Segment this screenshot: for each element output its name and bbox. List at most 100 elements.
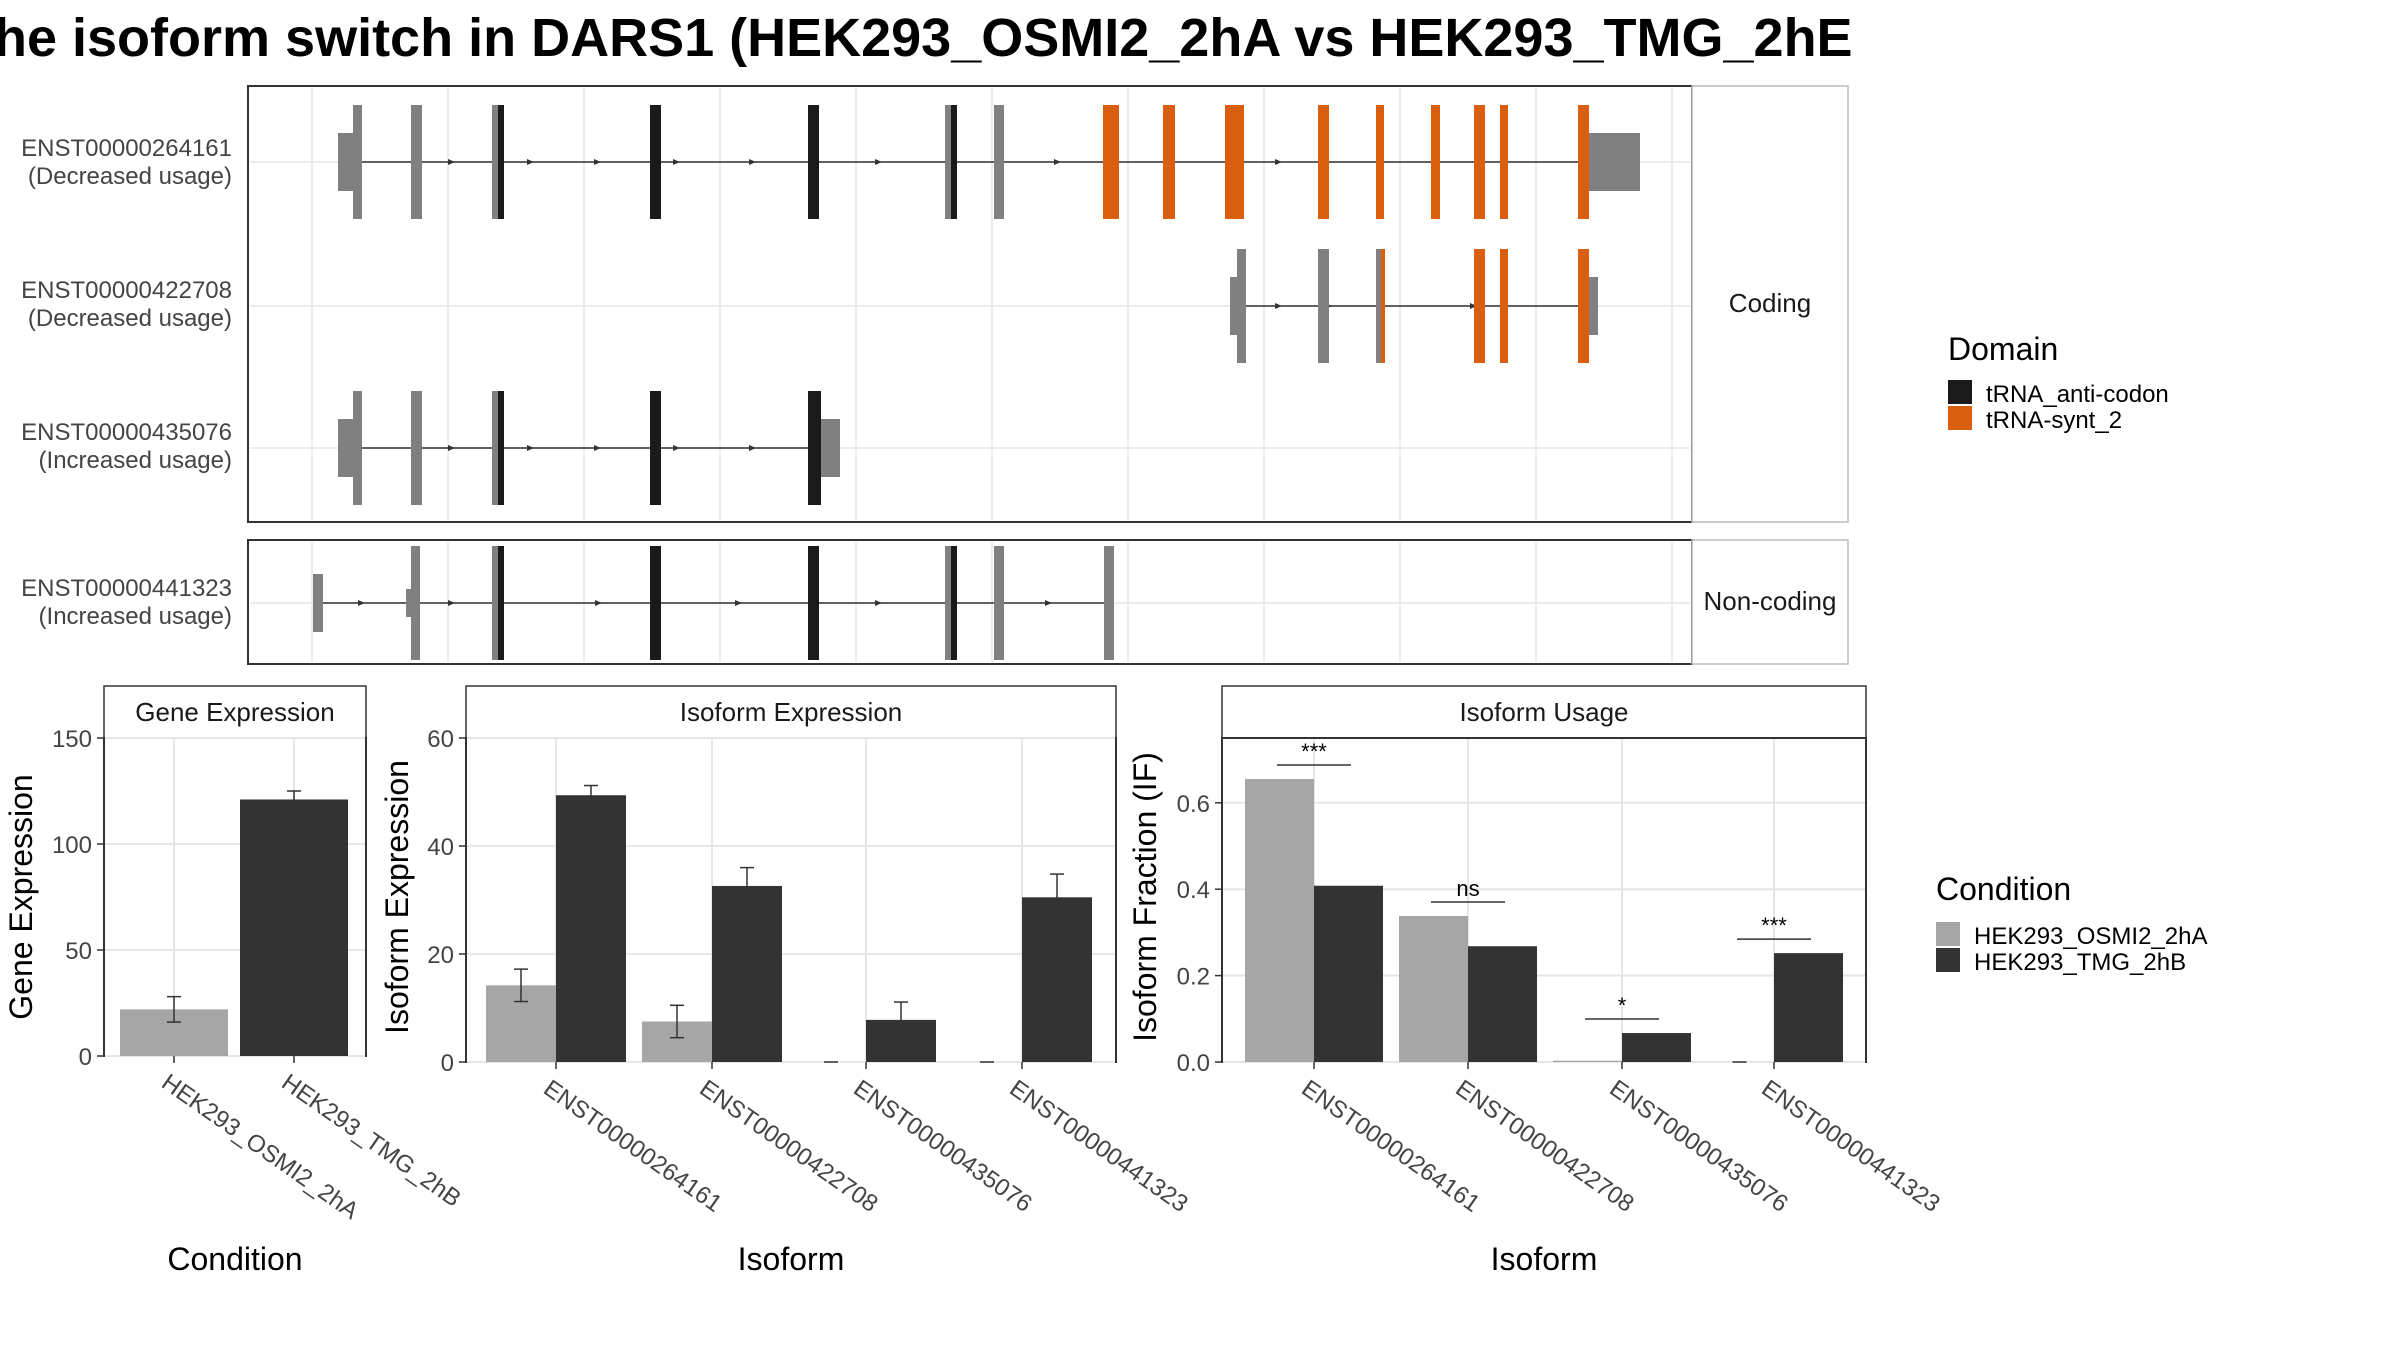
significance-label: *** — [1761, 913, 1787, 938]
noncoding-strip — [1691, 539, 1849, 665]
intron-arrow — [448, 600, 455, 606]
track-ENST00000435076 — [338, 391, 840, 505]
y-tick-label: 0.2 — [1177, 964, 1210, 991]
utr-block — [1588, 133, 1640, 191]
bar-1-0 — [1314, 885, 1383, 1062]
significance-label: ns — [1456, 876, 1479, 901]
utr-block — [313, 574, 323, 632]
coding-strip-label: Coding — [1729, 288, 1811, 318]
utr-block — [406, 589, 412, 617]
intron-arrow — [527, 445, 534, 451]
isoform-usage-ylabel: Isoform Fraction (IF) — [1127, 752, 1163, 1042]
exon-block — [411, 546, 420, 660]
transcript-usage-435076: (Increased usage) — [39, 447, 232, 474]
y-tick-label: 0.4 — [1177, 877, 1210, 904]
exon-block — [1381, 249, 1385, 363]
intron-arrow — [594, 445, 601, 451]
figure-title: he isoform switch in DARS1 (HEK293_OSMI2… — [0, 8, 1853, 68]
condition-legend-title: Condition — [1936, 871, 2071, 907]
y-tick-label: 100 — [52, 832, 92, 859]
track-ENST00000422708 — [1230, 249, 1598, 363]
transcript-structure-panel: Coding Non-coding ENST00000264161 (Decre… — [21, 85, 1849, 665]
bar-1-1 — [1468, 946, 1537, 1062]
exon-block — [945, 546, 951, 660]
exon-block — [492, 105, 498, 219]
significance-label: * — [1618, 993, 1627, 1018]
intron-arrow — [1470, 303, 1477, 309]
transcript-label-441323: ENST00000441323 — [21, 575, 232, 602]
y-tick-label: 60 — [427, 726, 454, 753]
intron-arrow — [735, 600, 742, 606]
intron-arrow — [595, 600, 602, 606]
transcript-label-435076: ENST00000435076 — [21, 419, 232, 446]
y-tick-label: 150 — [52, 726, 92, 753]
condition-legend-swatch-a — [1936, 922, 1960, 946]
transcript-tracks — [313, 105, 1640, 660]
y-tick-label: 20 — [427, 942, 454, 969]
exon-block — [353, 105, 362, 219]
intron-arrow — [875, 600, 882, 606]
exon-block — [498, 546, 504, 660]
intron-arrow — [749, 445, 756, 451]
transcript-label-422708: ENST00000422708 — [21, 277, 232, 304]
track-ENST00000264161 — [338, 105, 1640, 219]
exon-block — [945, 105, 951, 219]
condition-legend-label-b: HEK293_TMG_2hB — [1974, 949, 2186, 976]
intron-arrow — [875, 159, 882, 165]
y-tick-label: 50 — [65, 938, 92, 965]
y-tick-label: 0 — [79, 1044, 92, 1071]
gene-expression-ylabel: Gene Expression — [3, 774, 39, 1019]
exon-block — [498, 391, 504, 505]
isoform-expression-title: Isoform Expression — [680, 697, 903, 727]
exon-block — [1103, 105, 1119, 219]
transcript-label-264161: ENST00000264161 — [21, 135, 232, 162]
isoform-expression-ylabel: Isoform Expression — [379, 760, 415, 1034]
bar-1-3 — [1774, 953, 1843, 1062]
isoform-expression-strip — [465, 685, 1117, 739]
utr-block — [821, 419, 840, 477]
gene-expression-title: Gene Expression — [135, 697, 334, 727]
exon-block — [1104, 546, 1114, 660]
exon-block — [1318, 105, 1329, 219]
y-tick-label: 0 — [441, 1050, 454, 1077]
bar-0-2 — [1553, 1060, 1622, 1062]
domain-legend-label-synt2: tRNA-synt_2 — [1986, 407, 2122, 434]
exon-block — [492, 391, 498, 505]
y-tick-label: 0.6 — [1177, 791, 1210, 818]
intron-arrow — [358, 600, 365, 606]
bar-1-0 — [556, 795, 626, 1062]
intron-arrow — [527, 159, 534, 165]
domain-legend-title: Domain — [1948, 331, 2058, 367]
exon-block — [411, 391, 422, 505]
gene-expression-xlabel: Condition — [167, 1241, 302, 1277]
utr-block — [1588, 277, 1598, 335]
intron-arrow — [673, 445, 680, 451]
intron-arrow — [1054, 159, 1061, 165]
exon-block — [498, 105, 504, 219]
y-tick-label: 0.0 — [1177, 1050, 1210, 1077]
isoform-expression-panel: Isoform Expression 0204060ENST0000026416… — [379, 685, 1193, 1277]
bar-1-3 — [1022, 897, 1092, 1062]
exon-block — [650, 546, 661, 660]
isoform-usage-panel: Isoform Usage 0.00.20.40.6ENST0000026416… — [1127, 685, 1945, 1277]
domain-legend-label-anticodon: tRNA_anti-codon — [1986, 381, 2169, 408]
isoform-expression-xlabel: Isoform — [738, 1241, 845, 1277]
condition-legend-swatch-b — [1936, 948, 1960, 972]
exon-block — [1578, 249, 1589, 363]
exon-block — [1318, 249, 1329, 363]
exon-block — [1431, 105, 1440, 219]
exon-block — [951, 105, 957, 219]
exon-block — [994, 546, 1004, 660]
exon-block — [1376, 249, 1381, 363]
intron-arrow — [1275, 159, 1282, 165]
bar-1-2 — [1622, 1033, 1691, 1062]
exon-block — [411, 105, 422, 219]
exon-block — [1474, 105, 1485, 219]
coding-panel-frame — [247, 85, 1693, 523]
intron-arrow — [1045, 600, 1052, 606]
bar-0-0 — [1245, 779, 1314, 1062]
significance-label: *** — [1301, 739, 1327, 764]
condition-legend-label-a: HEK293_OSMI2_2hA — [1974, 923, 2207, 950]
